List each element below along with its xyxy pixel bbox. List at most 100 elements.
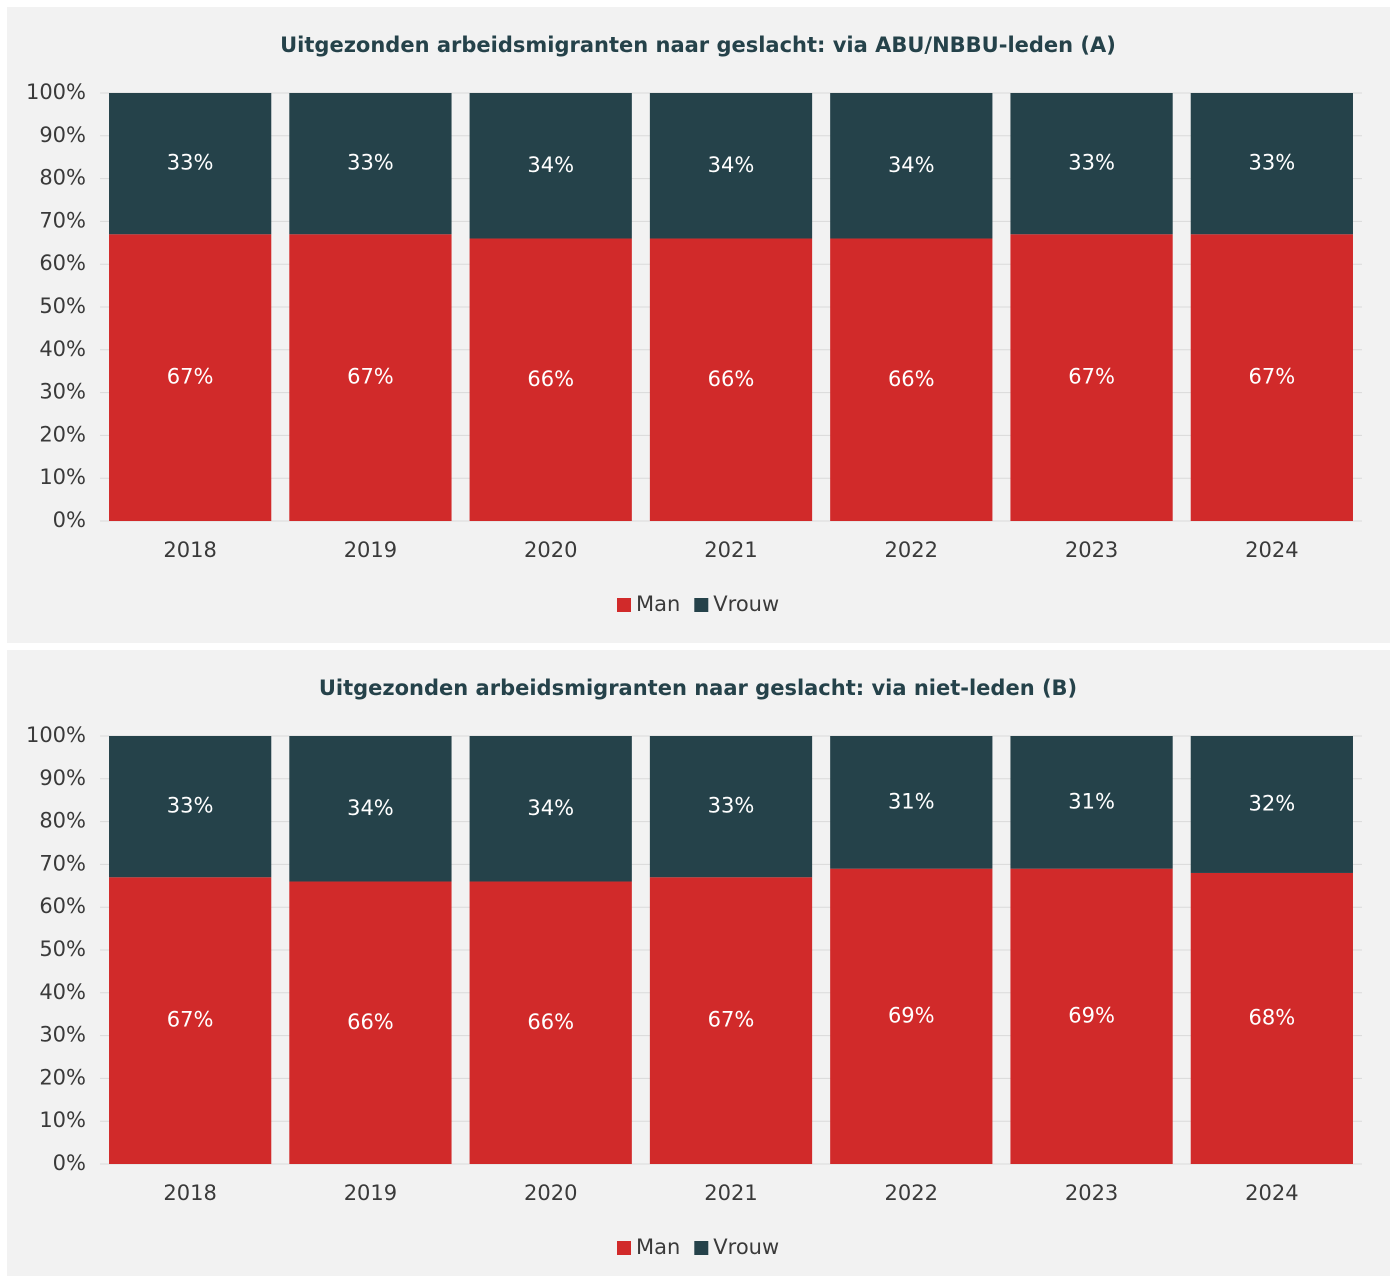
x-tick-label: 2022 <box>885 538 938 562</box>
y-tick-label: 40% <box>39 337 86 361</box>
x-tick-label: 2019 <box>344 1181 397 1205</box>
data-label: 34% <box>347 796 394 820</box>
bar-segment <box>289 736 452 882</box>
bar-segment <box>109 234 272 522</box>
bar-segment <box>469 238 632 521</box>
bar-segment <box>649 93 813 239</box>
x-tick-label: 2018 <box>163 538 216 562</box>
bar-segment <box>830 736 993 869</box>
data-label: 67% <box>347 365 394 389</box>
data-label: 34% <box>527 796 574 820</box>
data-label: 67% <box>1249 365 1296 389</box>
y-tick-label: 60% <box>39 251 86 275</box>
y-tick-label: 60% <box>39 894 86 918</box>
y-tick-label: 30% <box>39 380 86 404</box>
y-tick-label: 20% <box>39 1065 86 1089</box>
x-tick-label: 2021 <box>704 538 757 562</box>
bar-segment <box>469 881 632 1164</box>
bar-segment <box>109 736 272 878</box>
bar-segment <box>830 238 993 521</box>
bar-segment <box>1010 234 1173 522</box>
bar-segment <box>1010 736 1173 869</box>
legend-swatch <box>694 598 709 612</box>
bar-segment <box>649 238 813 521</box>
data-label: 31% <box>1068 789 1115 813</box>
legend-label: Vrouw <box>713 1235 779 1259</box>
data-label: 34% <box>888 153 935 177</box>
data-label: 32% <box>1249 791 1296 815</box>
data-label: 66% <box>527 367 574 391</box>
y-tick-label: 100% <box>26 723 86 747</box>
data-label: 33% <box>347 151 394 175</box>
bar-segment <box>289 234 452 522</box>
y-tick-label: 80% <box>39 166 86 190</box>
bar-segment <box>469 736 632 882</box>
y-tick-label: 50% <box>39 294 86 318</box>
data-label: 31% <box>888 789 935 813</box>
y-tick-label: 0% <box>53 1151 86 1175</box>
bar-segment <box>830 868 993 1164</box>
bar-segment <box>469 93 632 239</box>
y-tick-label: 70% <box>39 851 86 875</box>
x-tick-label: 2020 <box>524 1181 577 1205</box>
data-label: 66% <box>888 367 935 391</box>
data-label: 34% <box>708 153 755 177</box>
data-label: 33% <box>708 794 755 818</box>
x-tick-label: 2022 <box>885 1181 938 1205</box>
y-tick-label: 10% <box>39 1108 86 1132</box>
data-label: 33% <box>1068 151 1115 175</box>
y-tick-label: 70% <box>39 208 86 232</box>
x-tick-label: 2019 <box>344 538 397 562</box>
data-label: 66% <box>708 367 755 391</box>
bar-segment <box>289 881 452 1164</box>
x-tick-label: 2024 <box>1245 538 1298 562</box>
bar-segment <box>1190 93 1353 235</box>
data-label: 67% <box>167 365 214 389</box>
bar-segment <box>830 93 993 239</box>
chart-title: Uitgezonden arbeidsmigranten naar geslac… <box>319 676 1077 700</box>
y-tick-label: 10% <box>39 465 86 489</box>
data-label: 33% <box>167 151 214 175</box>
bar-segment <box>109 877 272 1164</box>
y-tick-label: 20% <box>39 422 86 446</box>
y-tick-label: 100% <box>26 80 86 104</box>
x-tick-label: 2018 <box>163 1181 216 1205</box>
data-label: 34% <box>527 153 574 177</box>
data-label: 66% <box>527 1010 574 1034</box>
data-label: 69% <box>888 1003 935 1027</box>
bar-segment <box>1190 736 1353 873</box>
y-tick-label: 90% <box>39 766 86 790</box>
y-tick-label: 90% <box>39 123 86 147</box>
legend-swatch <box>617 598 631 612</box>
data-label: 68% <box>1249 1005 1296 1029</box>
data-label: 67% <box>167 1008 214 1032</box>
x-tick-label: 2024 <box>1245 1181 1298 1205</box>
x-tick-label: 2020 <box>524 538 577 562</box>
y-tick-label: 0% <box>53 508 86 532</box>
data-label: 33% <box>1249 151 1296 175</box>
bar-segment <box>1190 234 1353 522</box>
legend-label: Vrouw <box>713 592 779 616</box>
data-label: 33% <box>167 794 214 818</box>
bar-segment <box>289 93 452 235</box>
bar-segment <box>109 93 272 235</box>
chart-title: Uitgezonden arbeidsmigranten naar geslac… <box>280 33 1116 57</box>
legend-label: Man <box>636 592 680 616</box>
data-label: 66% <box>347 1010 394 1034</box>
data-label: 67% <box>1068 365 1115 389</box>
x-tick-label: 2023 <box>1065 1181 1118 1205</box>
y-tick-label: 30% <box>39 1023 86 1047</box>
x-tick-label: 2021 <box>704 1181 757 1205</box>
bar-segment <box>1010 868 1173 1164</box>
y-tick-label: 50% <box>39 937 86 961</box>
y-tick-label: 40% <box>39 980 86 1004</box>
data-label: 67% <box>708 1008 755 1032</box>
bar-segment <box>649 736 813 878</box>
bar-segment <box>649 877 813 1164</box>
legend-swatch <box>694 1241 709 1255</box>
bar-segment <box>1010 93 1173 235</box>
legend-swatch <box>617 1241 631 1255</box>
x-tick-label: 2023 <box>1065 538 1118 562</box>
data-label: 69% <box>1068 1003 1115 1027</box>
